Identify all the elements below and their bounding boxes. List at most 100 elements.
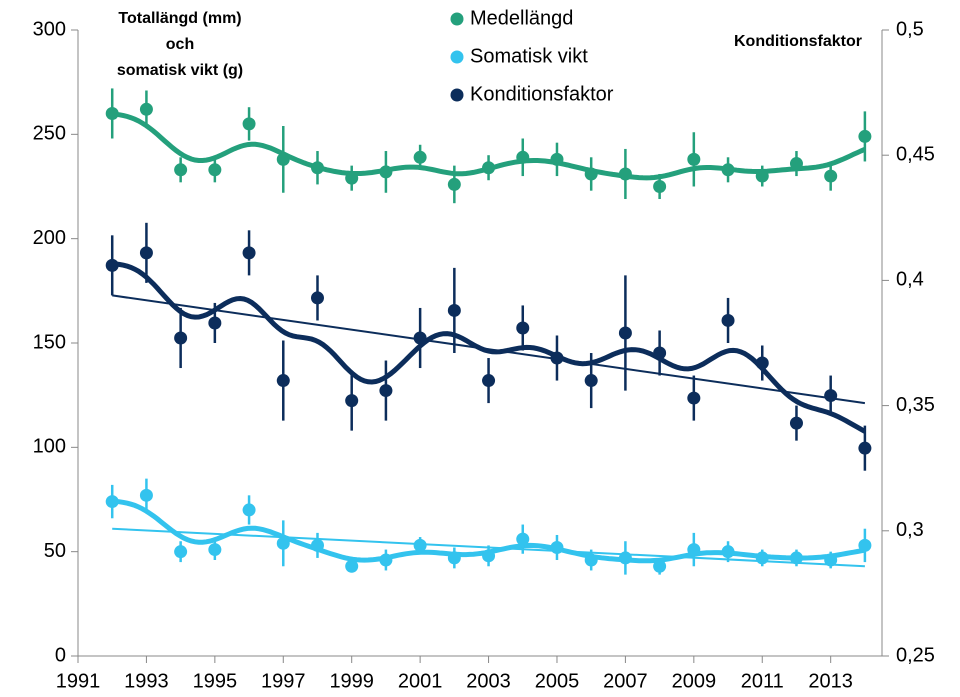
- point: [584, 374, 598, 388]
- y2-title: Konditionsfaktor: [734, 33, 862, 50]
- y-title-line: somatisk vikt (g): [117, 62, 243, 79]
- x-tick-label: 2001: [398, 670, 443, 692]
- point: [755, 356, 769, 370]
- y2-tick-label: 0,4: [896, 269, 924, 291]
- point: [447, 551, 461, 565]
- x-tick-label: 2013: [808, 670, 853, 692]
- x-tick-label: 2007: [603, 670, 648, 692]
- point: [379, 384, 393, 398]
- y-tick-label: 100: [33, 436, 66, 458]
- series: [105, 222, 872, 471]
- point: [550, 540, 564, 554]
- trend-line: [112, 294, 866, 405]
- point: [516, 532, 530, 546]
- point: [379, 553, 393, 567]
- y-title: Totallängd (mm) och somatisk vikt (g): [117, 10, 243, 79]
- point: [208, 316, 222, 330]
- point: [687, 152, 701, 166]
- y2-tick-label: 0,3: [896, 519, 924, 541]
- x-tick-label: 1993: [124, 670, 169, 692]
- point: [276, 536, 290, 550]
- point: [208, 543, 222, 557]
- y-tick-label: 150: [33, 331, 66, 353]
- y-tick-label: 250: [33, 123, 66, 145]
- point: [413, 150, 427, 164]
- x-tick-label: 1999: [329, 670, 374, 692]
- point: [105, 106, 119, 120]
- point: [550, 152, 564, 166]
- point: [755, 551, 769, 565]
- point: [276, 152, 290, 166]
- point: [516, 321, 530, 335]
- point: [208, 163, 222, 177]
- x-tick-label: 2011: [741, 670, 784, 692]
- point: [584, 553, 598, 567]
- point: [379, 165, 393, 179]
- point: [276, 374, 290, 388]
- point: [824, 553, 838, 567]
- point: [858, 129, 872, 143]
- point: [653, 180, 667, 193]
- point: [242, 117, 256, 131]
- point: [687, 543, 701, 557]
- point: [516, 150, 530, 164]
- point: [721, 313, 735, 327]
- legend-label: Konditionsfaktor: [470, 83, 614, 105]
- series: [105, 88, 872, 204]
- y2-tick-label: 0,45: [896, 143, 935, 165]
- y-tick-label: 200: [33, 227, 66, 249]
- legend-marker: [450, 12, 464, 26]
- point: [242, 503, 256, 517]
- y-tick-label: 0: [55, 644, 66, 666]
- x-tick-label: 1995: [193, 670, 238, 692]
- point: [653, 559, 667, 573]
- point: [413, 538, 427, 552]
- point: [345, 171, 359, 185]
- y-title-line: Totallängd (mm): [118, 10, 241, 27]
- point: [413, 331, 427, 345]
- y2-tick-label: 0,35: [896, 394, 935, 416]
- y-tick-label: 50: [44, 540, 66, 562]
- point: [618, 551, 632, 565]
- point: [345, 559, 359, 573]
- point: [482, 161, 496, 175]
- point: [721, 163, 735, 177]
- point: [105, 495, 119, 509]
- point: [482, 549, 496, 563]
- point: [139, 488, 153, 502]
- point: [550, 351, 564, 365]
- legend-label: Medellängd: [470, 7, 573, 29]
- x-tick-label: 1991: [56, 670, 101, 692]
- x-tick-label: 1997: [261, 670, 306, 692]
- legend-label: Somatisk vikt: [470, 45, 588, 67]
- point: [618, 326, 632, 340]
- smooth-line: [112, 261, 867, 434]
- point: [789, 157, 803, 171]
- point: [174, 545, 188, 559]
- point: [242, 246, 256, 260]
- point: [174, 163, 188, 177]
- point: [755, 169, 769, 183]
- y-title-line: och: [166, 36, 194, 53]
- point: [618, 167, 632, 181]
- point: [139, 246, 153, 260]
- point: [310, 161, 324, 175]
- point: [789, 551, 803, 565]
- y-tick-label: 300: [33, 18, 66, 40]
- point: [345, 394, 359, 408]
- x-tick-label: 2005: [535, 670, 580, 692]
- point: [858, 441, 872, 455]
- legend-marker: [450, 88, 464, 102]
- x-tick-label: 2009: [672, 670, 717, 692]
- point: [584, 167, 598, 181]
- point: [482, 374, 496, 388]
- y2-tick-label: 0,25: [896, 644, 935, 666]
- point: [139, 102, 153, 116]
- y2-tick-label: 0,5: [896, 18, 924, 40]
- point: [687, 391, 701, 405]
- point: [721, 545, 735, 559]
- x-tick-label: 2003: [466, 670, 511, 692]
- point: [824, 389, 838, 403]
- point: [310, 291, 324, 305]
